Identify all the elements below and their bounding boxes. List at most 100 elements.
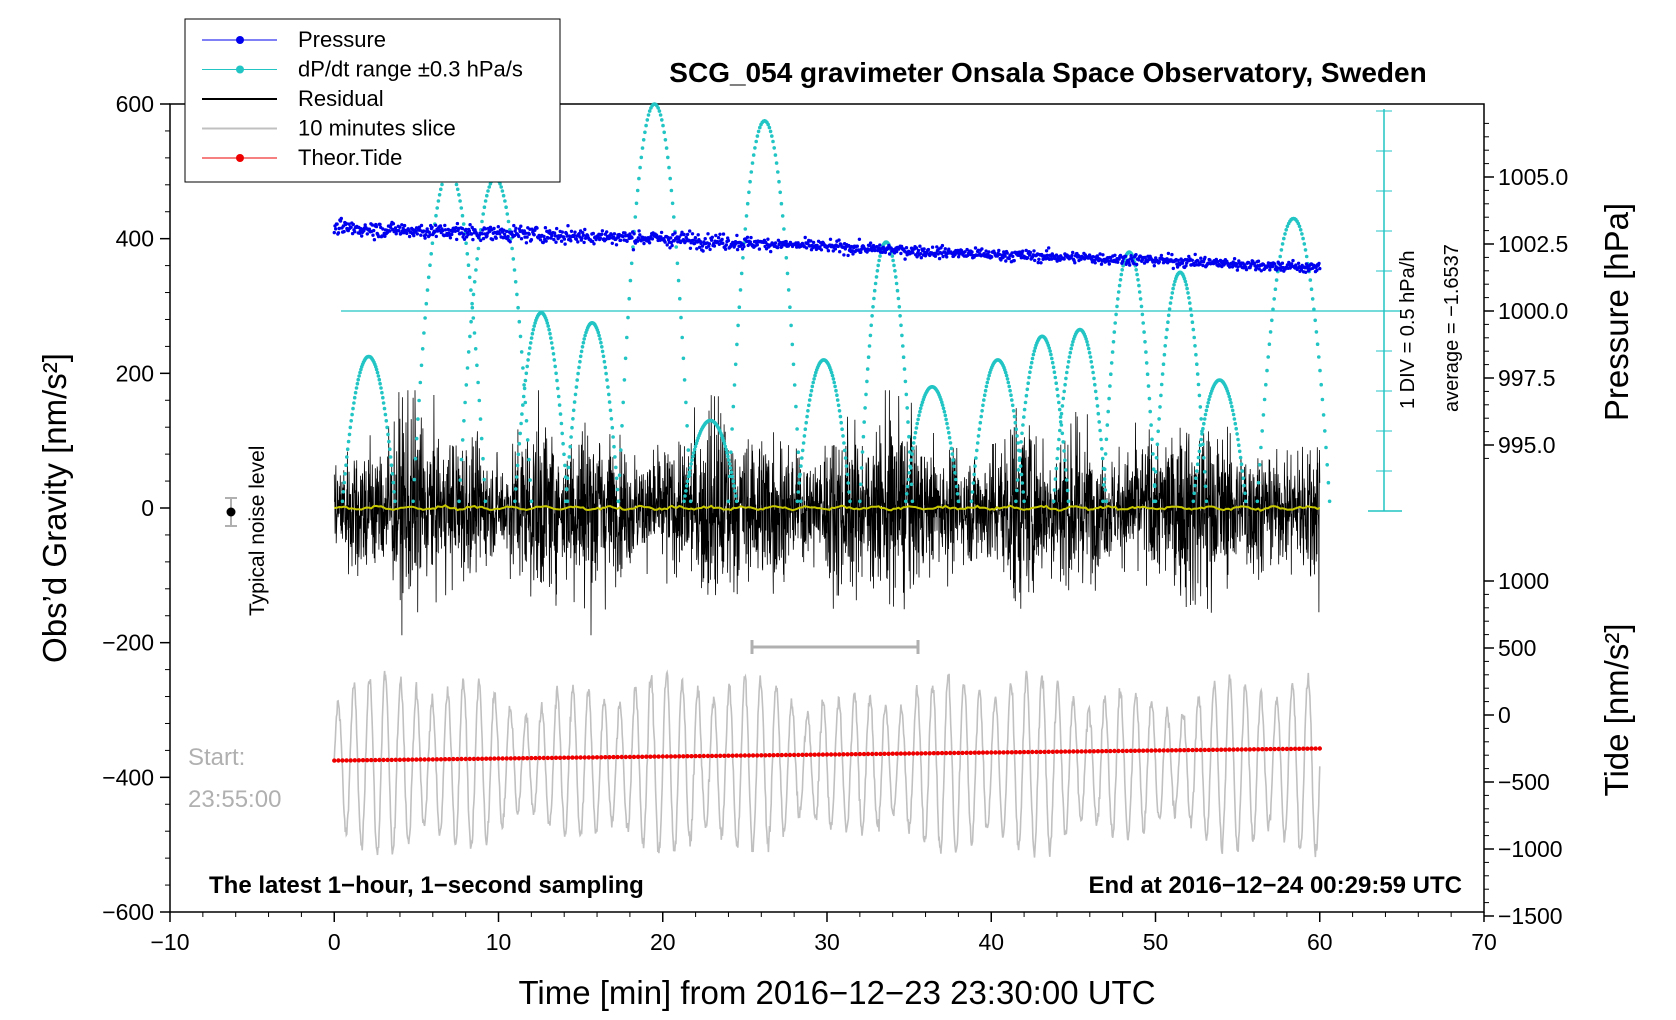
dpdt-point <box>734 494 738 498</box>
dpdt-point <box>872 288 877 293</box>
pressure-point <box>859 247 864 251</box>
dpdt-point <box>910 452 914 456</box>
dpdt-point <box>461 222 466 226</box>
dpdt-point <box>739 271 744 276</box>
dpdt-point <box>684 489 688 493</box>
tide-point <box>763 753 768 758</box>
pressure-point <box>468 223 472 227</box>
dpdt-point <box>728 466 733 470</box>
tide-point <box>1165 748 1171 753</box>
dpdt-point <box>1232 417 1237 421</box>
dpdt-point <box>1256 480 1261 485</box>
pressure-point <box>721 232 726 236</box>
pressure-point <box>455 237 459 242</box>
dpdt-point <box>548 331 552 336</box>
dpdt-point <box>1195 372 1200 376</box>
dpdt-point <box>1204 408 1209 413</box>
dpdt-point <box>732 383 737 387</box>
dpdt-point <box>1093 382 1097 387</box>
dpdt-point <box>500 189 505 193</box>
pressure-point <box>1024 248 1028 253</box>
tide-point <box>1009 750 1014 755</box>
pressure-point <box>419 233 423 237</box>
dpdt-point <box>859 466 864 470</box>
pressure-point <box>502 228 506 232</box>
pressure-point <box>1101 253 1105 257</box>
dpdt-point <box>979 414 983 419</box>
tide-point <box>1153 748 1158 753</box>
tide-point <box>599 755 604 760</box>
legend-swatch-dot <box>236 36 244 44</box>
dpdt-point <box>478 417 483 421</box>
dpdt-point <box>1032 349 1037 353</box>
pressure-point <box>530 227 534 231</box>
tide-point <box>562 755 567 760</box>
tide-point <box>352 758 357 763</box>
tide-point <box>397 757 403 762</box>
pressure-point <box>1011 254 1015 259</box>
tide-point <box>1194 747 1199 753</box>
dpdt-point <box>1014 427 1018 432</box>
tide-point <box>939 750 945 756</box>
pressure-point <box>688 229 692 233</box>
dpdt-point <box>1053 375 1058 380</box>
legend-label: 10 minutes slice <box>298 116 456 141</box>
dpdt-point <box>662 130 666 135</box>
dpdt-point <box>940 400 944 405</box>
dpdt-point <box>952 464 956 469</box>
tide-point <box>1021 749 1027 755</box>
tide-point <box>1288 746 1294 752</box>
dpdt-point <box>983 388 988 393</box>
dpdt-point <box>1229 401 1233 405</box>
pressure-point <box>560 230 564 234</box>
pressure-point <box>1227 265 1232 269</box>
dpdt-point <box>635 188 640 193</box>
tide-point <box>968 750 973 755</box>
pressure-point <box>647 241 652 245</box>
dpdt-point <box>1062 449 1066 453</box>
dpdt-point <box>1031 352 1036 357</box>
pressure-point <box>393 226 398 230</box>
dpdt-point <box>732 484 736 488</box>
dpdt-point <box>768 129 773 134</box>
dpdt-point <box>471 316 476 320</box>
pressure-tick-label: 997.5 <box>1498 365 1556 391</box>
dpdt-point <box>1266 355 1270 359</box>
dpdt-point <box>376 374 381 378</box>
dpdt-point <box>841 434 845 438</box>
pressure-point <box>724 243 728 247</box>
tide-point <box>882 751 887 756</box>
pressure-point <box>857 237 862 241</box>
dpdt-point <box>1066 360 1071 364</box>
pressure-point <box>334 227 338 231</box>
dpdt-point <box>906 477 911 482</box>
dpdt-point <box>1053 477 1058 481</box>
pressure-point <box>1033 258 1037 263</box>
tide-point <box>1001 750 1006 755</box>
tide-point <box>685 754 690 759</box>
tide-point <box>1030 749 1035 755</box>
tide-point <box>935 751 941 756</box>
tide-point <box>1067 749 1072 754</box>
dpdt-point <box>422 331 426 335</box>
dpdt-point <box>603 365 608 370</box>
dpdt-point <box>419 363 424 368</box>
dpdt-point <box>1238 455 1243 460</box>
pressure-point <box>637 229 641 233</box>
dpdt-point <box>1137 283 1141 288</box>
dpdt-point <box>1200 432 1204 436</box>
dpdt-point <box>1146 384 1151 388</box>
dpdt-point <box>1284 228 1288 232</box>
dpdt-point <box>424 301 429 306</box>
pressure-point <box>693 241 697 246</box>
dpdt-point <box>1056 447 1060 451</box>
pressure-point <box>1129 254 1133 258</box>
tide-point <box>787 752 793 758</box>
pressure-point <box>809 239 813 243</box>
tide-point <box>730 753 735 758</box>
dpdt-point <box>429 252 434 256</box>
tide-point <box>1256 747 1261 752</box>
dpdt-point <box>601 354 606 359</box>
dpdt-point <box>506 219 511 224</box>
pressure-point <box>1142 261 1147 265</box>
